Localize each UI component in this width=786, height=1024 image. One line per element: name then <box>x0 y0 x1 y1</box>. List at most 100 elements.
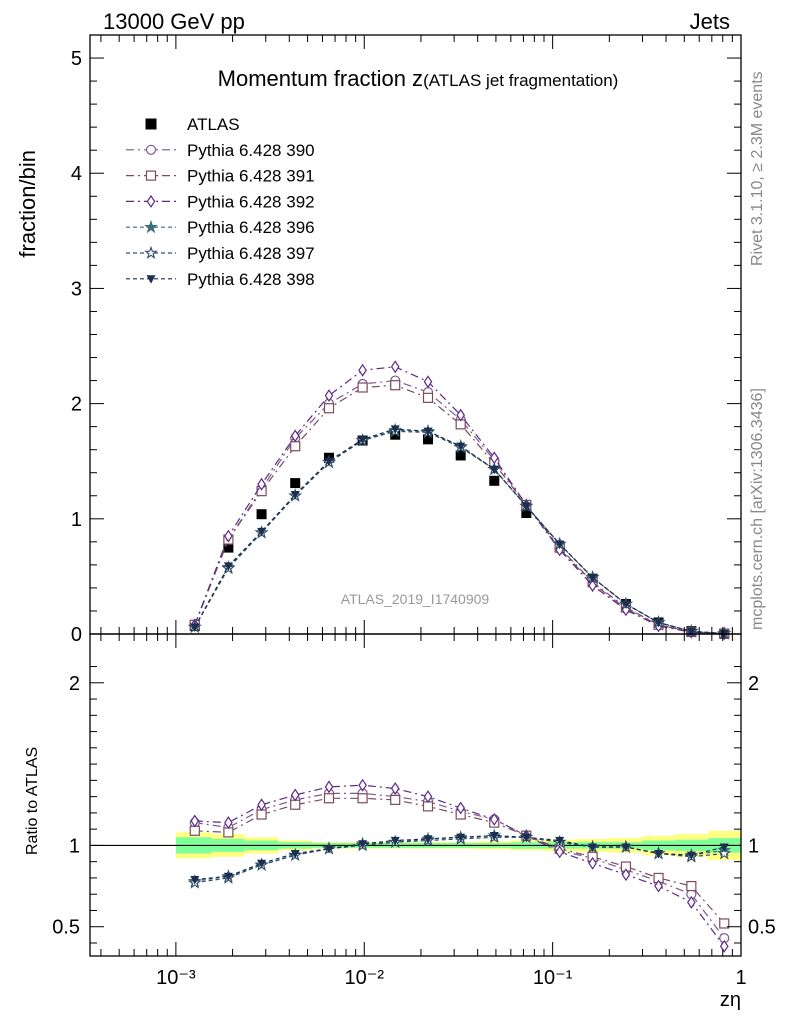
ratio-y-tick-label: 2 <box>69 673 80 695</box>
ratio-series-line <box>194 835 725 881</box>
mc-point <box>456 408 466 422</box>
mc-point <box>489 465 499 475</box>
ratio-point <box>654 879 663 893</box>
data-point <box>223 542 234 553</box>
mc-point <box>588 573 598 583</box>
legend-marker <box>145 144 157 155</box>
mc-point <box>357 382 368 393</box>
main-y-tick-label: 1 <box>71 509 82 531</box>
ratio-point <box>719 939 729 953</box>
mc-point <box>390 360 400 374</box>
ratio-point <box>686 880 697 892</box>
mc-point <box>588 579 597 593</box>
ratio-point <box>717 846 732 860</box>
ratio-y-tick-label: 0.5 <box>52 917 80 939</box>
mc-point <box>521 502 531 512</box>
mc-point <box>456 442 466 452</box>
legend-marker <box>145 170 157 181</box>
ratio-axis-ticks: 0.5 0.5 1 1 2 2 <box>52 634 776 956</box>
legend-label: Pythia 6.428 396 <box>187 218 315 237</box>
data-point <box>423 434 434 445</box>
data-point <box>521 508 532 519</box>
ratio-point <box>256 809 267 820</box>
mc-point <box>358 363 367 377</box>
ratio-point <box>190 814 200 828</box>
ratio-y-tick-label-right: 1 <box>748 835 759 857</box>
ratio-y-tick-label: 1 <box>69 835 80 857</box>
mc-point <box>422 392 434 403</box>
main-y-tick-label: 5 <box>71 48 82 70</box>
mc-point <box>324 457 334 467</box>
series-line <box>194 430 725 635</box>
mc-point <box>257 477 266 491</box>
x-axis-labels: 10⁻³ 10⁻² 10⁻¹ 1 <box>156 967 746 989</box>
mc-point <box>223 562 233 571</box>
ratio-point <box>189 825 200 836</box>
x-tick-label: 10⁻³ <box>156 967 196 989</box>
legend: ATLAS Pythia 6.428 390 Pythia 6.428 391 Pyt… <box>126 115 315 289</box>
main-y-tick-label: 0 <box>71 624 82 646</box>
ratio-point <box>324 780 334 794</box>
analysis-label: ATLAS_2019_I1740909 <box>341 591 490 607</box>
ratio-point <box>224 816 233 830</box>
main-y-tick-label: 2 <box>71 394 82 416</box>
ratio-point <box>290 788 300 802</box>
main-plot-content <box>187 360 732 641</box>
legend-label: Pythia 6.428 390 <box>187 141 315 160</box>
ratio-point <box>257 798 266 812</box>
mc-point <box>390 425 400 434</box>
ratio-frame <box>89 633 742 957</box>
mc-point <box>423 427 433 437</box>
ratio-point <box>390 836 400 846</box>
x-tick-label: 10⁻² <box>345 967 385 989</box>
mc-point <box>324 389 334 403</box>
ratio-panel: 0.5 0.5 1 1 2 2 Ratio to ATLAS <box>24 633 776 957</box>
x-tick-label: 10⁻¹ <box>533 967 573 989</box>
main-y-tick-label: 4 <box>71 163 82 185</box>
rivet-label: Rivet 3.1.10, ≥ 2.3M events <box>749 71 766 266</box>
ratio-point <box>390 782 400 795</box>
ratio-point <box>357 793 368 804</box>
main-ylabel: fraction/bin <box>15 150 40 258</box>
ratio-point <box>190 875 200 885</box>
ratio-point <box>423 835 433 844</box>
ratio-point <box>719 843 729 852</box>
mc-point <box>555 540 565 550</box>
ratio-point <box>456 833 466 843</box>
mc-point <box>290 429 300 443</box>
mc-point <box>654 618 664 628</box>
data-point <box>489 475 500 486</box>
series-line <box>194 384 725 635</box>
main-panel: 1 2 3 4 5 0 Momentum fraction z(ATLAS jet fra… <box>15 34 742 646</box>
series-line <box>194 379 725 635</box>
legend-marker <box>144 245 158 259</box>
legend-label: Pythia 6.428 391 <box>187 167 315 186</box>
main-title: Momentum fraction z(ATLAS jet fragmentat… <box>218 66 619 91</box>
data-point <box>390 429 401 440</box>
legend-label: Pythia 6.428 398 <box>187 270 315 289</box>
ratio-point <box>290 849 300 859</box>
ratio-point <box>621 868 631 882</box>
ratio-point <box>588 856 597 870</box>
ratio-point <box>521 833 531 843</box>
ratio-point <box>489 832 499 841</box>
ratio-point <box>555 845 564 859</box>
mc-point <box>423 375 433 389</box>
mc-point <box>190 623 200 633</box>
mc-point <box>390 380 401 391</box>
ratio-plot-content <box>90 778 741 953</box>
mc-point <box>621 600 631 609</box>
mc-point <box>323 403 335 414</box>
legend-marker <box>146 194 156 208</box>
legend-marker <box>146 275 156 284</box>
legend-marker <box>144 219 158 234</box>
data-point <box>256 509 267 520</box>
ratio-point <box>588 843 598 852</box>
mc-point <box>290 441 301 452</box>
main-y-tick-label: 3 <box>71 278 82 300</box>
ratio-point <box>423 790 433 804</box>
main-axis-ticks: 1 2 3 4 5 0 <box>71 35 741 646</box>
ratio-point <box>358 840 368 849</box>
ratio-point <box>358 778 367 792</box>
